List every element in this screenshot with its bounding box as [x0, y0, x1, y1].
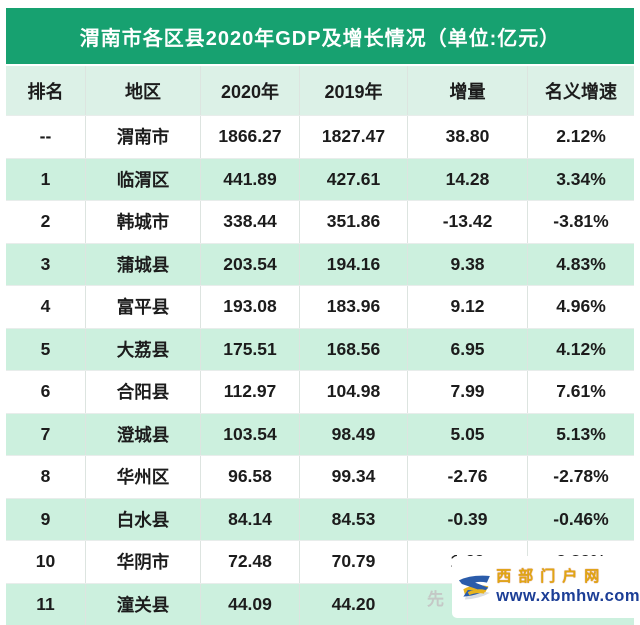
cell-2019: 183.96 [300, 286, 408, 328]
watermark-badge: 西部门户网 www.xbmhw.com [452, 556, 640, 618]
cell-growth: 4.12% [556, 338, 606, 359]
cell-growth: -3.81% [553, 211, 609, 232]
cell-rank: 5 [6, 328, 86, 370]
table-row: 9 白水县 84.14 84.53 -0.39 -0.46% [6, 497, 634, 540]
cell-2019: 427.61 [300, 158, 408, 200]
cell-rank: -- [6, 116, 86, 158]
cell-delta: 9.38 [408, 243, 528, 285]
table-row: 5 大荔县 175.51 168.56 6.95 4.12% [6, 327, 634, 370]
cell-delta: 38.80 [408, 116, 528, 158]
cell-2019: 84.53 [300, 498, 408, 540]
cell-region: 大荔县 [86, 328, 201, 370]
cell-region: 澄城县 [86, 413, 201, 455]
column-header-region: 地区 [86, 66, 201, 115]
cell-2019: 194.16 [300, 243, 408, 285]
cell-delta: 7.99 [408, 371, 528, 413]
watermark-site-url: www.xbmhw.com [496, 586, 640, 605]
cell-2020: 72.48 [201, 541, 300, 583]
cell-rank: 3 [6, 243, 86, 285]
cell-growth: 7.61% [556, 381, 606, 402]
table-row: 2 韩城市 338.44 351.86 -13.42 -3.81% [6, 200, 634, 243]
cell-2019: 99.34 [300, 456, 408, 498]
cell-growth: -2.78% [553, 466, 609, 487]
cell-2019: 70.79 [300, 541, 408, 583]
column-header-growth: 名义增速 [545, 81, 617, 102]
xbmhw-logo-icon [458, 575, 490, 600]
cell-region: 韩城市 [86, 201, 201, 243]
watermark-text: 西部门户网 www.xbmhw.com [496, 568, 640, 607]
table-row: -- 渭南市 1866.27 1827.47 38.80 2.12% [6, 115, 634, 158]
table-body: -- 渭南市 1866.27 1827.47 38.80 2.12% 1 临渭区 441.89 4… [6, 115, 634, 625]
table-row: 1 临渭区 441.89 427.61 14.28 3.34% [6, 157, 634, 200]
cell-growth: 4.83% [556, 253, 606, 274]
cell-region: 潼关县 [86, 583, 201, 625]
cell-2019: 168.56 [300, 328, 408, 370]
table-row: 7 澄城县 103.54 98.49 5.05 5.13% [6, 412, 634, 455]
cell-rank: 9 [6, 498, 86, 540]
cell-2020: 193.08 [201, 286, 300, 328]
cell-2020: 96.58 [201, 456, 300, 498]
table-row: 8 华州区 96.58 99.34 -2.76 -2.78% [6, 455, 634, 498]
column-header-rank: 排名 [6, 66, 86, 115]
cell-region: 合阳县 [86, 371, 201, 413]
table-header-row: 排名 地区 2020年 2019年 增量 名义增速 [6, 66, 634, 115]
cell-rank: 6 [6, 371, 86, 413]
cell-2019: 44.20 [300, 583, 408, 625]
cell-region: 华州区 [86, 456, 201, 498]
cell-region: 临渭区 [86, 158, 201, 200]
cell-region: 华阴市 [86, 541, 201, 583]
cell-2020: 103.54 [201, 413, 300, 455]
table-row: 3 蒲城县 203.54 194.16 9.38 4.83% [6, 242, 634, 285]
cell-rank: 8 [6, 456, 86, 498]
cell-delta: 5.05 [408, 413, 528, 455]
cell-delta: -2.76 [408, 456, 528, 498]
table-title-text: 渭南市各区县2020年GDP及增长情况（单位:亿元） [79, 27, 561, 50]
cell-2020: 175.51 [201, 328, 300, 370]
cell-delta: 6.95 [408, 328, 528, 370]
cell-2019: 1827.47 [300, 116, 408, 158]
faint-watermark-character: 先 [427, 590, 444, 609]
cell-growth: 4.96% [556, 296, 606, 317]
cell-growth: 3.34% [556, 168, 606, 189]
cell-region: 渭南市 [86, 116, 201, 158]
cell-delta: 9.12 [408, 286, 528, 328]
cell-region: 富平县 [86, 286, 201, 328]
cell-region: 蒲城县 [86, 243, 201, 285]
cell-2020: 84.14 [201, 498, 300, 540]
column-header-delta: 增量 [408, 66, 528, 115]
cell-growth: 2.12% [556, 126, 606, 147]
cell-region: 白水县 [86, 498, 201, 540]
cell-delta: -13.42 [408, 201, 528, 243]
cell-2020: 441.89 [201, 158, 300, 200]
cell-2019: 98.49 [300, 413, 408, 455]
cell-2020: 1866.27 [201, 116, 300, 158]
cell-2019: 351.86 [300, 201, 408, 243]
gdp-table: 渭南市各区县2020年GDP及增长情况（单位:亿元） 排名 地区 2020年 2019… [6, 8, 634, 625]
cell-2019: 104.98 [300, 371, 408, 413]
column-header-2020: 2020年 [201, 66, 300, 115]
cell-delta: 14.28 [408, 158, 528, 200]
table-title: 渭南市各区县2020年GDP及增长情况（单位:亿元） [6, 8, 634, 64]
cell-rank: 11 [6, 583, 86, 625]
watermark-site-name: 西部门户网 [496, 567, 607, 585]
divider [6, 64, 634, 66]
column-header-2019: 2019年 [300, 66, 408, 115]
cell-2020: 203.54 [201, 243, 300, 285]
cell-rank: 10 [6, 541, 86, 583]
cell-2020: 112.97 [201, 371, 300, 413]
table-row: 6 合阳县 112.97 104.98 7.99 7.61% [6, 370, 634, 413]
cell-rank: 1 [6, 158, 86, 200]
cell-growth: -0.46% [553, 508, 609, 529]
cell-growth: 5.13% [556, 423, 606, 444]
cell-2020: 44.09 [201, 583, 300, 625]
cell-rank: 7 [6, 413, 86, 455]
table-row: 4 富平县 193.08 183.96 9.12 4.96% [6, 285, 634, 328]
cell-2020: 338.44 [201, 201, 300, 243]
cell-rank: 2 [6, 201, 86, 243]
cell-delta: -0.39 [408, 498, 528, 540]
cell-rank: 4 [6, 286, 86, 328]
